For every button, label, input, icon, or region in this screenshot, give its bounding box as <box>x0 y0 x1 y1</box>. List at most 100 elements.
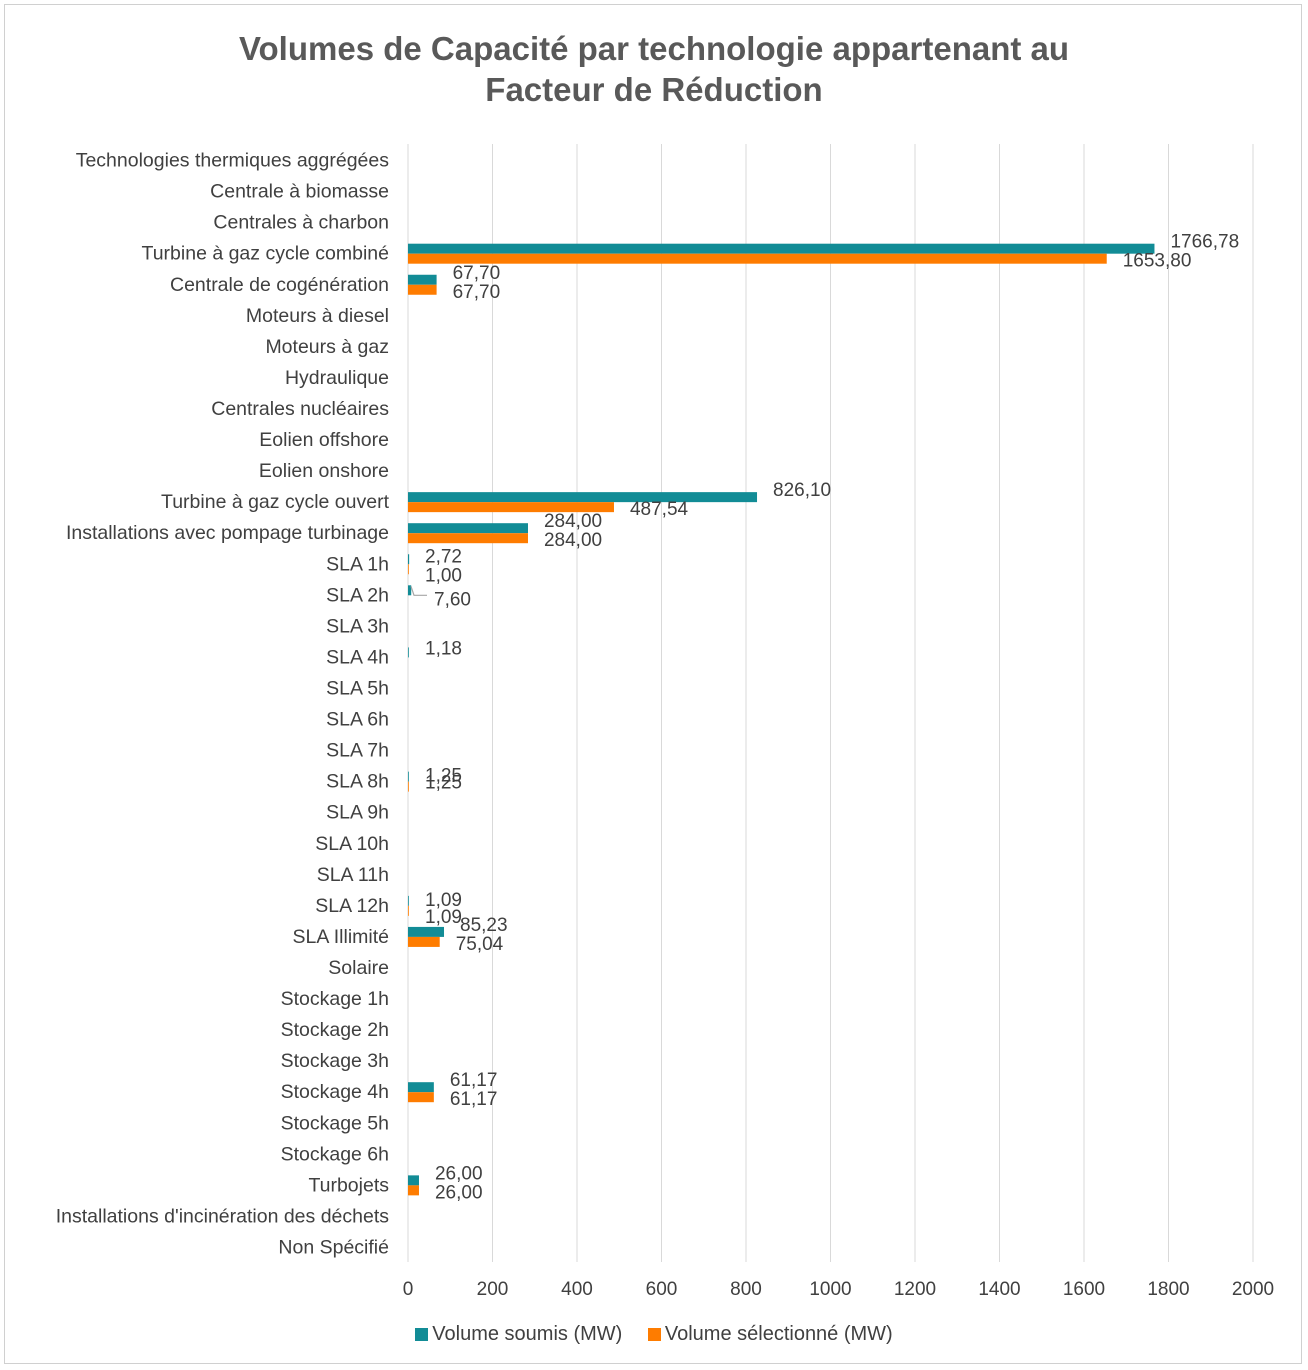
x-tick-label: 1000 <box>809 1279 851 1300</box>
bar-selected-sla-1h <box>408 564 409 575</box>
bar-selected-stockage-4h <box>408 1092 434 1103</box>
category-label-sla-8h: SLA 8h <box>326 771 389 793</box>
leader-lines <box>410 586 427 596</box>
data-label-submitted-centrale-de-cogeneration: 67,70 <box>453 263 501 284</box>
data-label-submitted-sla-4h: 1,18 <box>425 638 462 659</box>
bar-selected-turbine-a-gaz-cycle-ouvert <box>408 502 614 513</box>
category-label-sla-11h: SLA 11h <box>317 864 389 886</box>
chart-title-line-1: Volumes de Capacité par technologie appa… <box>238 30 1070 67</box>
data-label-submitted-sla-1h: 2,72 <box>425 546 462 567</box>
category-label-solaire: Solaire <box>328 957 389 979</box>
category-label-sla-6h: SLA 6h <box>326 709 389 731</box>
x-tick-label: 800 <box>730 1279 762 1300</box>
category-label-sla-1h: SLA 1h <box>326 553 389 575</box>
bar-submitted-turbine-a-gaz-cycle-combine <box>408 243 1155 254</box>
data-label-selected-sla-illimite: 75,04 <box>456 934 504 955</box>
category-label-eolien-offshore: Eolien offshore <box>259 429 389 451</box>
leader-line-sla-2h <box>410 586 427 596</box>
data-label-selected-turbojets: 26,00 <box>435 1182 483 1203</box>
category-label-centrale-a-biomasse: Centrale à biomasse <box>210 181 389 203</box>
category-labels: Technologies thermiques aggrégées Central… <box>56 150 390 1259</box>
bar-submitted-centrale-de-cogeneration <box>408 274 437 285</box>
category-label-centrales-nucleaires: Centrales nucléaires <box>211 398 389 420</box>
bar-submitted-turbojets <box>408 1175 419 1186</box>
x-tick-label: 600 <box>646 1279 678 1300</box>
category-label-sla-4h: SLA 4h <box>326 646 389 668</box>
x-tick-label: 1600 <box>1063 1279 1105 1300</box>
category-label-turbine-a-gaz-cycle-combine: Turbine à gaz cycle combiné <box>142 243 389 265</box>
data-label-submitted-turbine-a-gaz-cycle-combine: 1766,78 <box>1170 232 1239 253</box>
category-label-stockage-5h: Stockage 5h <box>281 1112 389 1134</box>
category-label-centrale-de-cogeneration: Centrale de cogénération <box>170 274 389 296</box>
data-label-submitted-turbine-a-gaz-cycle-ouvert: 826,10 <box>773 480 831 501</box>
bar-submitted-sla-illimite <box>408 926 445 937</box>
data-label-submitted-sla-2h: 7,60 <box>434 589 471 610</box>
category-label-sla-2h: SLA 2h <box>326 584 389 606</box>
legend-swatch-submitted <box>415 1328 429 1341</box>
category-label-sla-10h: SLA 10h <box>315 833 389 855</box>
category-label-stockage-1h: Stockage 1h <box>281 988 389 1010</box>
category-label-centrales-a-charbon: Centrales à charbon <box>213 212 389 234</box>
bar-selected-turbine-a-gaz-cycle-combine <box>408 253 1107 264</box>
legend-item-submitted: Volume soumis (MW) <box>415 1323 622 1346</box>
data-label-submitted-stockage-4h: 61,17 <box>450 1070 498 1091</box>
bar-selected-sla-12h <box>408 905 409 916</box>
chart-title-line-2: Facteur de Réduction <box>485 71 823 108</box>
bar-selected-sla-illimite <box>408 936 440 947</box>
data-label-selected-centrale-de-cogeneration: 67,70 <box>453 282 501 303</box>
category-label-sla-12h: SLA 12h <box>315 895 389 917</box>
data-label-submitted-sla-illimite: 85,23 <box>460 915 508 936</box>
category-label-technologies-thermiques-aggregees: Technologies thermiques aggrégées <box>76 150 390 172</box>
bar-selected-sla-8h <box>408 781 409 792</box>
bar-selected-installations-avec-pompage-turbinage <box>408 533 528 544</box>
bar-submitted-installations-avec-pompage-turbinage <box>408 523 528 534</box>
category-label-moteurs-a-diesel: Moteurs à diesel <box>246 305 389 327</box>
bar-submitted-turbine-a-gaz-cycle-ouvert <box>408 492 758 503</box>
data-label-selected-installations-avec-pompage-turbinage: 284,00 <box>544 530 602 551</box>
data-label-submitted-sla-12h: 1,09 <box>425 890 462 911</box>
x-tick-label: 400 <box>561 1279 593 1300</box>
bar-submitted-sla-1h <box>408 554 410 565</box>
x-tick-label: 200 <box>477 1279 509 1300</box>
legend-label-submitted: Volume soumis (MW) <box>432 1323 623 1345</box>
bars <box>408 243 1155 1196</box>
category-label-sla-5h: SLA 5h <box>326 677 389 699</box>
category-label-turbine-a-gaz-cycle-ouvert: Turbine à gaz cycle ouvert <box>161 491 390 513</box>
bar-submitted-sla-4h <box>408 647 409 658</box>
legend: Volume soumis (MW) Volume sélectionné (M… <box>0 1323 1308 1346</box>
category-label-eolien-onshore: Eolien onshore <box>259 460 389 482</box>
x-tick-label: 1200 <box>894 1279 936 1300</box>
bar-submitted-stockage-4h <box>408 1082 434 1093</box>
category-label-sla-illimite: SLA Illimité <box>293 926 389 948</box>
x-tick-label: 1800 <box>1147 1279 1189 1300</box>
chart-title: Volumes de Capacité par technologie appa… <box>0 28 1308 110</box>
data-label-selected-stockage-4h: 61,17 <box>450 1089 498 1110</box>
bar-selected-turbojets <box>408 1185 419 1196</box>
data-label-selected-sla-8h: 1,25 <box>425 773 462 794</box>
category-label-sla-3h: SLA 3h <box>326 615 389 637</box>
data-label-submitted-sla-8h: 1,25 <box>425 766 462 787</box>
category-label-installations-d-incineration-des-dechets: Installations d'incinération des déchets <box>56 1205 390 1227</box>
data-label-selected-sla-1h: 1,00 <box>425 565 462 586</box>
x-tick-label: 2000 <box>1232 1279 1274 1300</box>
category-label-sla-9h: SLA 9h <box>326 802 389 824</box>
data-label-selected-turbine-a-gaz-cycle-ouvert: 487,54 <box>630 499 689 520</box>
category-label-stockage-2h: Stockage 2h <box>281 1019 389 1041</box>
chart-frame <box>4 4 1302 1364</box>
data-label-submitted-installations-avec-pompage-turbinage: 284,00 <box>544 511 602 532</box>
data-label-selected-turbine-a-gaz-cycle-combine: 1653,80 <box>1123 251 1192 272</box>
category-label-stockage-4h: Stockage 4h <box>281 1081 389 1103</box>
bar-submitted-sla-2h <box>408 585 412 596</box>
category-label-non-specifie: Non Spécifié <box>278 1236 389 1258</box>
category-label-sla-7h: SLA 7h <box>326 740 389 762</box>
x-tick-label: 0 <box>403 1279 414 1300</box>
legend-item-selected: Volume sélectionné (MW) <box>647 1323 893 1346</box>
x-tick-label: 1400 <box>978 1279 1020 1300</box>
data-label-submitted-turbojets: 26,00 <box>435 1163 483 1184</box>
bar-submitted-sla-12h <box>408 895 409 906</box>
legend-label-selected: Volume sélectionné (MW) <box>664 1323 893 1345</box>
data-label-selected-sla-12h: 1,09 <box>425 907 462 928</box>
x-tick-labels: 0 200 400 600 800 1000 1200 1400 1600 1800 2000 <box>403 1279 1274 1300</box>
